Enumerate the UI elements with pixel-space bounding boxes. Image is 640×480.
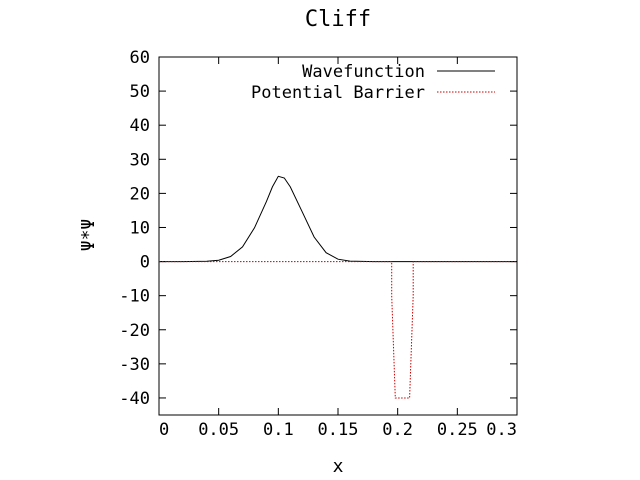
plot-border	[158, 56, 518, 416]
chart-title: Cliff	[305, 7, 371, 32]
y-tick-label: -10	[119, 287, 150, 307]
series-line-1	[159, 261, 517, 399]
x-tick-label: 0.3	[486, 420, 517, 440]
y-tick-label: -30	[119, 355, 150, 375]
y-tick-label: -40	[119, 389, 150, 409]
legend-label-0: Wavefunction	[302, 62, 425, 82]
y-tick-label: 10	[130, 218, 150, 238]
y-tick-label: 20	[130, 184, 150, 204]
series-group	[159, 175, 517, 399]
legend-label-1: Potential Barrier	[251, 83, 425, 103]
x-tick-label: 0.2	[382, 420, 413, 440]
y-axis-label: Ψ*Ψ	[78, 219, 99, 252]
x-tick-label: 0.1	[263, 420, 294, 440]
x-tick-label: 0.15	[318, 420, 359, 440]
x-tick-label: 0.05	[198, 420, 239, 440]
x-tick-label: 0	[159, 420, 169, 440]
y-tick-label: -20	[119, 321, 150, 341]
axes: -40 -30 -20 -10 0 10 20 30 40 50 60 0 0.05 0.1 0.15 0.2…	[119, 48, 518, 440]
y-tick-label: 40	[130, 116, 150, 136]
x-axis-label: x	[333, 456, 344, 477]
x-tick-label: 0.25	[437, 420, 478, 440]
y-tick-label: 0	[140, 253, 150, 273]
y-tick-label: 60	[130, 48, 150, 68]
y-tick-label: 50	[130, 82, 150, 102]
series-line-0	[159, 175, 517, 263]
y-tick-label: 30	[130, 150, 150, 170]
